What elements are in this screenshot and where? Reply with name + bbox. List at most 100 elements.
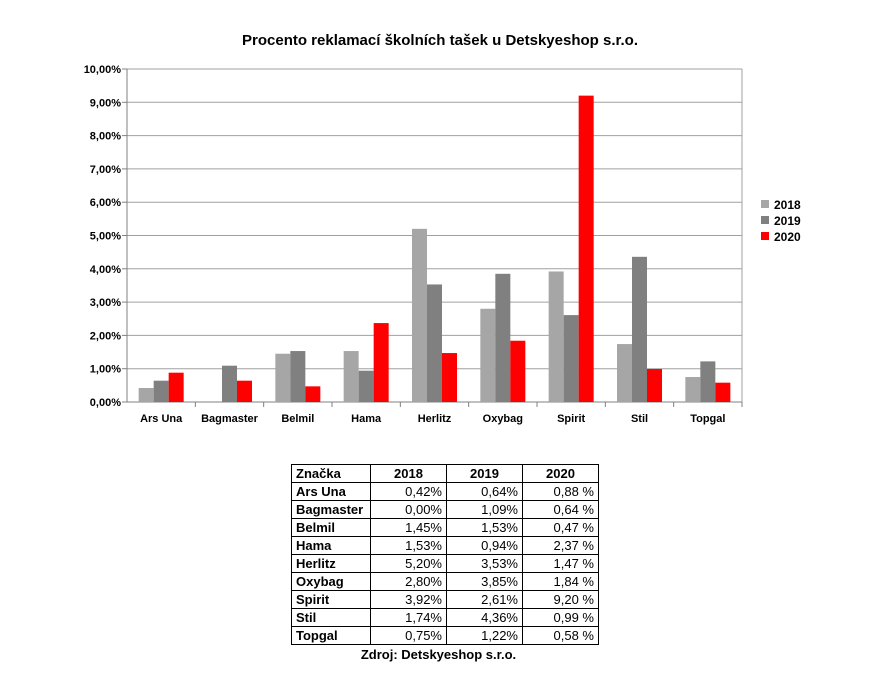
bar xyxy=(647,369,662,402)
bar xyxy=(153,380,169,402)
bar xyxy=(427,284,442,402)
table-cell-brand: Hama xyxy=(291,536,371,555)
table-cell-value: 3,92% xyxy=(370,590,447,609)
bar-chart: Procento reklamací školních tašek u Dets… xyxy=(84,32,801,425)
bar xyxy=(168,372,184,402)
bar xyxy=(578,95,594,402)
y-tick-label: 2,00% xyxy=(90,330,121,342)
table-row: Bagmaster 0,00% 1,09% 0,64 % xyxy=(291,500,599,519)
table-cell-value: 0,88 % xyxy=(522,482,599,501)
y-tick-label: 0,00% xyxy=(90,397,121,409)
table-cell-value: 0,00% xyxy=(370,500,447,519)
table-header-2019: 2019 xyxy=(446,464,523,483)
table-body: Ars Una 0,42% 0,64% 0,88 % Bagmaster 0,00% 1,0… xyxy=(291,482,599,645)
table-cell-value: 0,42% xyxy=(370,482,447,501)
x-tick-label: Topgal xyxy=(690,413,725,425)
table-cell-value: 2,61% xyxy=(446,590,523,609)
y-axis-ticks: 0,00% 1,00% 2,00% 3,00% 4,00% 5,00% 6,00% 7,00%… xyxy=(84,64,122,409)
y-tick-label: 3,00% xyxy=(90,297,121,309)
legend-swatch xyxy=(761,216,769,224)
bar xyxy=(373,323,389,402)
bar xyxy=(617,344,632,402)
table-row: Spirit 3,92% 2,61% 9,20 % xyxy=(291,590,599,609)
table-cell-value: 0,75% xyxy=(370,626,447,645)
table-header-2018: 2018 xyxy=(370,464,447,483)
x-tick-label: Ars Una xyxy=(140,413,183,425)
y-tick-label: 10,00% xyxy=(84,64,122,76)
y-tick-label: 8,00% xyxy=(90,131,121,143)
x-tick-label: Stil xyxy=(631,413,648,425)
table-cell-value: 1,45% xyxy=(370,518,447,537)
x-axis-ticks: Ars Una Bagmaster Belmil Hama Herlitz Oxybag S… xyxy=(140,402,743,425)
table-cell-value: 2,37 % xyxy=(522,536,599,555)
x-tick-label: Bagmaster xyxy=(201,413,259,425)
bar xyxy=(510,340,526,402)
table-cell-brand: Belmil xyxy=(291,518,371,537)
bar xyxy=(138,388,154,402)
table-row: Belmil 1,45% 1,53% 0,47 % xyxy=(291,518,599,537)
table-cell-value: 9,20 % xyxy=(522,590,599,609)
table-cell-value: 1,74% xyxy=(370,608,447,627)
table-cell-value: 0,64 % xyxy=(522,500,599,519)
table-cell-value: 0,64% xyxy=(446,482,523,501)
bar xyxy=(563,315,579,402)
table-row: Oxybag 2,80% 3,85% 1,84 % xyxy=(291,572,599,591)
table-cell-brand: Topgal xyxy=(291,626,371,645)
table-cell-brand: Stil xyxy=(291,608,371,627)
bar xyxy=(480,308,496,402)
x-tick-label: Belmil xyxy=(281,413,314,425)
table-row: Stil 1,74% 4,36% 0,99 % xyxy=(291,608,599,627)
table-header-row: Značka 2018 2019 2020 xyxy=(291,464,599,483)
bar xyxy=(222,365,237,402)
table-cell-brand: Ars Una xyxy=(291,482,371,501)
y-tick-label: 9,00% xyxy=(90,97,121,109)
bar xyxy=(632,256,647,402)
y-tick-label: 4,00% xyxy=(90,264,121,276)
table-cell-brand: Herlitz xyxy=(291,554,371,573)
bar xyxy=(275,353,291,402)
table-cell-brand: Bagmaster xyxy=(291,500,371,519)
y-tick-label: 6,00% xyxy=(90,197,121,209)
bar xyxy=(290,351,306,402)
legend-swatch xyxy=(761,200,769,208)
legend-label: 2020 xyxy=(774,230,801,244)
table-cell-value: 1,22% xyxy=(446,626,523,645)
data-table: Značka 2018 2019 2020 Ars Una 0,42% 0,64% 0… xyxy=(291,464,599,645)
x-tick-label: Spirit xyxy=(557,413,585,425)
table-cell-value: 3,85% xyxy=(446,572,523,591)
table-cell-value: 5,20% xyxy=(370,554,447,573)
y-tick-label: 5,00% xyxy=(90,231,121,243)
table-cell-value: 0,94% xyxy=(446,536,523,555)
legend-label: 2018 xyxy=(774,198,801,212)
table-cell-value: 1,53% xyxy=(370,536,447,555)
legend-swatch xyxy=(761,232,769,240)
bar xyxy=(685,377,701,402)
x-tick-label: Hama xyxy=(351,413,382,425)
table-cell-value: 0,58 % xyxy=(522,626,599,645)
legend-label: 2019 xyxy=(774,214,801,228)
table-cell-value: 0,47 % xyxy=(522,518,599,537)
bar xyxy=(237,380,252,402)
table-cell-value: 1,84 % xyxy=(522,572,599,591)
y-tick-label: 7,00% xyxy=(90,164,121,176)
source-note: Zdroj: Detskyeshop s.r.o. xyxy=(360,647,517,662)
table-cell-value: 1,47 % xyxy=(522,554,599,573)
table-row: Ars Una 0,42% 0,64% 0,88 % xyxy=(291,482,599,501)
table-row: Topgal 0,75% 1,22% 0,58 % xyxy=(291,626,599,645)
legend: 2018 2019 2020 xyxy=(761,198,801,244)
table-cell-value: 2,80% xyxy=(370,572,447,591)
bar xyxy=(700,361,716,402)
bar xyxy=(548,271,564,402)
table-cell-value: 1,53% xyxy=(446,518,523,537)
table-cell-value: 3,53% xyxy=(446,554,523,573)
table-cell-value: 0,99 % xyxy=(522,608,599,627)
table-cell-brand: Spirit xyxy=(291,590,371,609)
bars xyxy=(138,95,731,402)
table-header-brand: Značka xyxy=(291,464,371,483)
table-row: Herlitz 5,20% 3,53% 1,47 % xyxy=(291,554,599,573)
y-tick-label: 1,00% xyxy=(90,364,121,376)
bar xyxy=(305,386,321,402)
x-tick-label: Herlitz xyxy=(418,413,452,425)
bar xyxy=(495,273,511,402)
bar xyxy=(715,382,731,402)
